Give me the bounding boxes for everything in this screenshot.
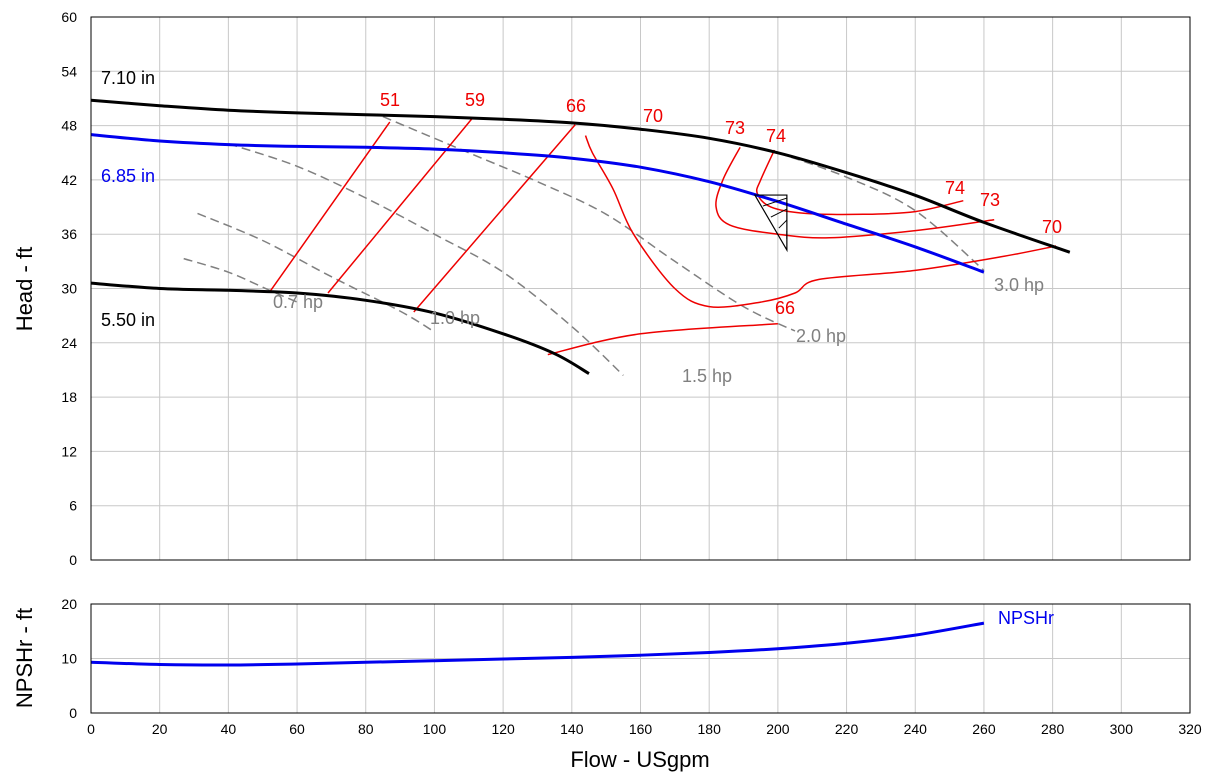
y-tick-label: 6 xyxy=(69,498,77,514)
head-y-axis-title: Head - ft xyxy=(12,247,37,331)
power-label: 3.0 hp xyxy=(994,275,1044,295)
efficiency-curve xyxy=(547,323,778,356)
x-tick-label: 260 xyxy=(972,721,996,737)
x-tick-label: 180 xyxy=(698,721,722,737)
operating-point-marker xyxy=(753,194,788,253)
y-tick-label: 24 xyxy=(61,335,77,351)
y-tick-label: 12 xyxy=(61,443,77,459)
npsh-frame xyxy=(90,603,1191,714)
power-label: 2.0 hp xyxy=(796,326,846,346)
marker-hatch xyxy=(762,197,788,207)
y-tick-label: 48 xyxy=(61,118,77,134)
efficiency-curve xyxy=(755,149,964,216)
y-tick-label: 42 xyxy=(61,172,77,188)
y-tick-label: 0 xyxy=(69,552,77,568)
efficiency-curve xyxy=(584,135,1057,308)
efficiency-label: 51 xyxy=(380,90,400,110)
y-tick-label: 20 xyxy=(61,596,77,612)
power-curve xyxy=(228,142,624,376)
x-tick-label: 100 xyxy=(423,721,447,737)
marker-triangle xyxy=(753,194,788,253)
head-panel: 0 6 12 18 24 30 36 42 48 54 60 7.10 in 6.85 in 5.50 … xyxy=(12,9,1191,568)
x-tick-label: 60 xyxy=(289,721,305,737)
efficiency-label: 73 xyxy=(725,118,745,138)
power-label: 0.7 hp xyxy=(273,292,323,312)
x-tick-label: 120 xyxy=(491,721,515,737)
power-label: 1.5 hp xyxy=(682,366,732,386)
efficiency-label: 74 xyxy=(945,178,965,198)
curve-labels: 7.10 in 6.85 in 5.50 in 51 59 66 70 73 74 66 70 73 7… xyxy=(101,68,1062,386)
efficiency-label: 66 xyxy=(566,96,586,116)
impeller-label: 6.85 in xyxy=(101,166,155,186)
x-tick-label: 320 xyxy=(1178,721,1202,737)
power-curve xyxy=(197,212,435,333)
x-tick-label: 40 xyxy=(221,721,237,737)
efficiency-label: 74 xyxy=(766,126,786,146)
y-tick-label: 36 xyxy=(61,226,77,242)
impeller-label: 7.10 in xyxy=(101,68,155,88)
y-tick-label: 18 xyxy=(61,389,77,405)
x-axis-title: Flow - USgpm xyxy=(570,747,709,772)
x-tick-label: 20 xyxy=(152,721,168,737)
y-tick-label: 60 xyxy=(61,9,77,25)
efficiency-curve xyxy=(268,121,391,293)
npsh-y-axis-title: NPSHr - ft xyxy=(12,608,37,708)
npshr-curve xyxy=(90,621,985,667)
head-y-ticks: 0 6 12 18 24 30 36 42 48 54 60 xyxy=(61,9,77,568)
npsh-panel: 0 10 20 0 20 40 60 80 100 120 140 160 180 200 220 240 2… xyxy=(12,596,1202,772)
y-tick-label: 54 xyxy=(61,63,77,79)
x-tick-label: 300 xyxy=(1110,721,1134,737)
x-tick-label: 220 xyxy=(835,721,859,737)
efficiency-label: 70 xyxy=(643,106,663,126)
power-label: 1.0 hp xyxy=(430,308,480,328)
efficiency-label: 59 xyxy=(465,90,485,110)
npshr-label: NPSHr xyxy=(998,608,1054,628)
power-curve xyxy=(777,152,985,271)
x-ticks: 0 20 40 60 80 100 120 140 160 180 200 220 240 260 280 3… xyxy=(87,721,1202,737)
y-tick-label: 30 xyxy=(61,281,77,297)
x-tick-label: 200 xyxy=(766,721,790,737)
npsh-y-ticks: 0 10 20 xyxy=(61,596,77,721)
impeller-curve xyxy=(90,133,985,274)
npsh-labels: NPSHr xyxy=(998,608,1054,628)
efficiency-label: 66 xyxy=(775,298,795,318)
efficiency-label: 73 xyxy=(980,190,1000,210)
impeller-curve xyxy=(90,281,590,375)
x-tick-label: 140 xyxy=(560,721,584,737)
y-tick-label: 0 xyxy=(69,705,77,721)
impeller-curves xyxy=(90,98,1071,375)
x-tick-label: 160 xyxy=(629,721,653,737)
power-curve xyxy=(183,257,298,303)
efficiency-curve xyxy=(327,117,473,294)
marker-hatch xyxy=(770,208,788,218)
head-frame xyxy=(90,16,1191,561)
x-tick-label: 280 xyxy=(1041,721,1065,737)
efficiency-label: 70 xyxy=(1042,217,1062,237)
efficiency-curves xyxy=(268,117,1057,356)
x-tick-label: 240 xyxy=(904,721,928,737)
impeller-curve xyxy=(90,98,1071,254)
y-tick-label: 10 xyxy=(61,651,77,667)
x-tick-label: 80 xyxy=(358,721,374,737)
x-tick-label: 0 xyxy=(87,721,95,737)
npsh-series xyxy=(90,621,985,667)
impeller-label: 5.50 in xyxy=(101,310,155,330)
marker-hatch xyxy=(778,219,788,229)
